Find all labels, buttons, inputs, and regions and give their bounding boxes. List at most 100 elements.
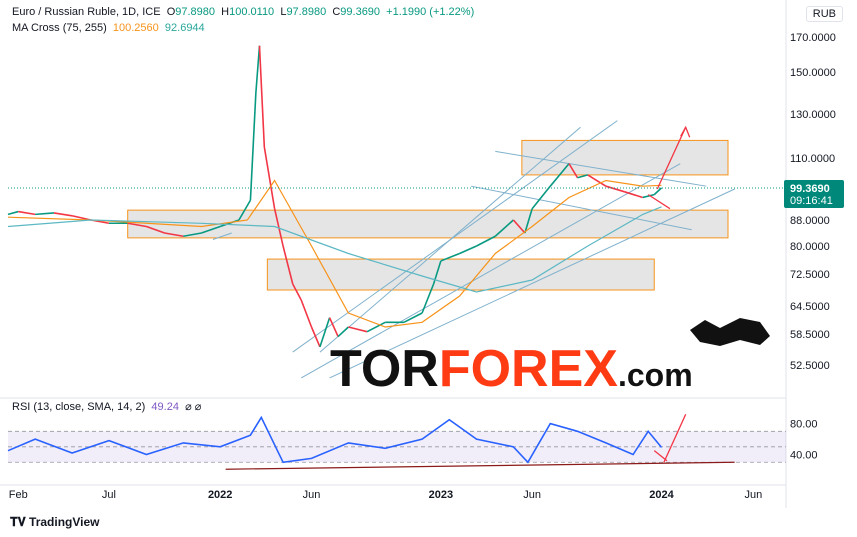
price-segment: [146, 225, 165, 234]
ma-legend[interactable]: MA Cross (75, 255) 100.2560 92.6944: [12, 22, 205, 34]
price-segment: [421, 283, 435, 314]
high-label: H: [221, 6, 230, 18]
price-tick-label: 64.5000: [790, 301, 830, 313]
symbol-title: Euro / Russian Ruble, 1D, ICE: [12, 6, 161, 18]
price-segment: [310, 326, 321, 348]
price-segment: [7, 210, 19, 216]
low-label: L: [280, 6, 287, 18]
price-segment: [328, 317, 339, 337]
trend-line-5[interactable]: [495, 150, 707, 187]
open-value: 97.8980: [175, 6, 216, 18]
trend-line-6[interactable]: [470, 185, 692, 231]
price-segment: [53, 212, 73, 217]
rsi-tick-label: 40.00: [790, 450, 818, 462]
ma-slow-line[interactable]: [7, 206, 662, 293]
price-segment: [624, 191, 644, 199]
price-tick-label: 110.0000: [790, 153, 835, 165]
ma-fast-line[interactable]: [7, 179, 662, 328]
price-segment: [531, 185, 551, 210]
price-segment: [587, 174, 607, 187]
price-segment: [568, 163, 579, 179]
rsi-trend-line[interactable]: [225, 461, 735, 470]
price-segment: [577, 174, 588, 179]
price-segment: [524, 208, 533, 234]
price-segment: [512, 219, 526, 234]
rsi-line[interactable]: [7, 415, 663, 464]
rsi-value: 49.24: [151, 401, 179, 413]
trend-line-1[interactable]: [292, 120, 618, 353]
symbol-legend[interactable]: Euro / Russian Ruble, 1D, ICE O97.8980 H…: [12, 6, 474, 18]
forecast-arrow-up[interactable]: [656, 126, 687, 190]
price-segment: [653, 187, 663, 196]
rsi-legend[interactable]: RSI (13, close, SMA, 14, 2) 49.24 ⌀ ⌀: [12, 400, 201, 413]
price-segment: [494, 219, 514, 237]
price-segment: [255, 45, 261, 94]
time-tick-label: 2022: [208, 489, 232, 501]
time-tick-label: Jul: [102, 489, 116, 501]
price-tick-label: 72.5000: [790, 269, 830, 281]
ma-fast-value: 100.2560: [112, 22, 159, 34]
price-tick-label: 80.0000: [790, 241, 830, 253]
ma-slow-value: 92.6944: [164, 22, 205, 34]
price-tick-label: 58.5000: [790, 329, 830, 341]
price-segment: [292, 283, 302, 301]
price-badge: [784, 179, 844, 208]
time-tick-label: Jun: [523, 489, 541, 501]
open-label: O: [166, 6, 176, 18]
price-tick-label: 170.0000: [790, 32, 836, 44]
trend-line-4[interactable]: [329, 188, 735, 379]
tradingview-logo[interactable]: 𝐓𝐕 TradingView: [10, 515, 100, 530]
price-segment: [348, 326, 368, 333]
trend-line-2[interactable]: [319, 126, 581, 353]
price-segment: [605, 185, 625, 193]
price-tick-label: 52.5000: [790, 360, 830, 372]
price-segment: [549, 163, 570, 187]
close-label: C: [332, 6, 341, 18]
rsi-arrow-up[interactable]: [663, 414, 687, 463]
price-segment: [440, 252, 460, 262]
price-segment: [263, 146, 276, 209]
price-segment: [319, 317, 331, 348]
torforex-watermark: TORFOREX.com: [330, 340, 693, 398]
price-segment: [258, 45, 266, 148]
close-value: 99.3690: [340, 6, 381, 18]
price-segment: [273, 208, 284, 247]
price-segment: [238, 199, 252, 221]
time-tick-label: Feb: [9, 489, 28, 501]
price-badge-countdown: 09:16:41: [790, 195, 833, 207]
time-tick-label: Jun: [303, 489, 321, 501]
arrowhead-up: [680, 125, 691, 138]
price-segment: [18, 210, 36, 216]
price-zone-1[interactable]: [521, 139, 729, 176]
tradingview-icon: 𝐓𝐕: [10, 515, 30, 529]
forecast-arrow-down[interactable]: [647, 194, 671, 210]
rsi-arrow-down[interactable]: [653, 450, 668, 462]
price-segment: [459, 245, 477, 255]
rsi-extra: ⌀ ⌀: [185, 401, 202, 413]
time-tick-label: 2024: [649, 489, 674, 501]
trend-line-3[interactable]: [300, 163, 681, 379]
low-value: 97.8980: [286, 6, 327, 18]
price-badge-value: 99.3690: [790, 183, 830, 195]
price-segment: [366, 321, 386, 333]
price-zone-3[interactable]: [266, 258, 655, 291]
price-segment: [201, 225, 221, 234]
rsi-tick-label: 80.00: [790, 419, 818, 431]
watermark-brand-a: TOR: [330, 340, 439, 398]
watermark-brand-b: FOREX: [439, 340, 618, 398]
time-tick-label: Jun: [745, 489, 763, 501]
high-value: 100.0110: [229, 6, 275, 18]
trend-line-7[interactable]: [212, 232, 232, 240]
price-segment: [35, 212, 55, 216]
tradingview-label: TradingView: [29, 515, 100, 529]
bull-logo-icon: [690, 318, 770, 346]
currency-button[interactable]: RUB: [805, 6, 843, 22]
price-segment: [249, 92, 257, 201]
price-tick-label: 150.0000: [790, 67, 836, 79]
price-segment: [300, 299, 313, 328]
rsi-label: RSI (13, close, SMA, 14, 2): [12, 401, 146, 413]
price-segment: [642, 193, 655, 199]
time-tick-label: 2023: [429, 489, 453, 501]
